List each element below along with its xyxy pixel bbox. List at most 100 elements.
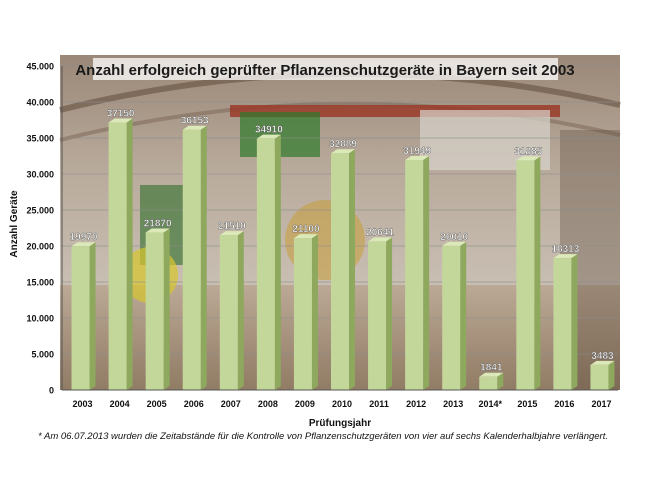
bar-2016 — [553, 254, 578, 390]
bar-2005 — [145, 228, 170, 390]
bar-top — [145, 228, 170, 233]
x-tick-label: 2006 — [184, 399, 204, 409]
y-tick-label: 10.000 — [26, 314, 54, 324]
bar-front — [405, 159, 424, 390]
bar-front — [256, 138, 275, 390]
value-label: 19970 — [70, 232, 98, 243]
bar-2004 — [108, 118, 133, 391]
value-label: 1841 — [480, 363, 503, 374]
bar-front — [71, 246, 90, 390]
footnote: * Am 06.07.2013 wurden die Zeitabstände … — [38, 431, 608, 442]
bar-top — [405, 155, 430, 160]
bar-side — [89, 242, 96, 390]
bar-front — [145, 232, 164, 390]
y-tick-label: 15.000 — [26, 278, 54, 288]
bar-front — [553, 258, 572, 390]
bar-side — [200, 125, 207, 391]
bar-front — [368, 241, 387, 390]
bar-2008 — [256, 134, 281, 390]
value-label: 34910 — [255, 125, 283, 136]
y-tick-label: 45.000 — [26, 62, 54, 72]
bar-2013 — [442, 241, 467, 390]
bar-front — [516, 160, 535, 390]
bar-side — [274, 134, 281, 390]
bar-side — [608, 360, 615, 390]
bar-2006 — [182, 125, 207, 391]
bar-2014* — [479, 372, 504, 390]
value-label: 21100 — [292, 224, 320, 235]
value-label: 32889 — [329, 139, 357, 150]
bar-2011 — [368, 237, 393, 390]
value-label: 21510 — [218, 221, 246, 232]
x-tick-label: 2009 — [295, 399, 315, 409]
y-tick-label: 0 — [49, 386, 54, 396]
value-label: 20010 — [440, 232, 468, 243]
bar-top — [442, 241, 467, 246]
bar-side — [497, 372, 504, 390]
bar-2015 — [516, 156, 541, 390]
chart-title: Anzahl erfolgreich geprüfter Pflanzensch… — [75, 62, 574, 79]
value-label: 21870 — [144, 219, 172, 230]
x-tick-label: 2003 — [73, 399, 93, 409]
bar-top — [108, 118, 133, 123]
bar-side — [311, 234, 318, 390]
bar-front — [219, 235, 238, 390]
bar-side — [423, 155, 430, 390]
value-label: 31949 — [403, 146, 431, 157]
x-tick-label: 2016 — [554, 399, 574, 409]
bar-side — [163, 228, 170, 390]
bar-top — [182, 125, 207, 130]
y-axis-label: Anzahl Geräte — [9, 190, 20, 258]
bar-2012 — [405, 155, 430, 390]
x-tick-label: 2012 — [406, 399, 426, 409]
y-tick-label: 25.000 — [26, 206, 54, 216]
bar-top — [219, 231, 244, 236]
y-tick-label: 40.000 — [26, 98, 54, 108]
bar-side — [571, 254, 578, 390]
bar-front — [331, 153, 349, 390]
y-tick-label: 20.000 — [26, 242, 54, 252]
value-labels: 19970 37150 21870 36153 21510 34910 21100 32889… — [69, 108, 614, 374]
bar-2010 — [331, 149, 355, 390]
bar-2009 — [293, 234, 318, 390]
bar-top — [479, 372, 504, 377]
bar-2003 — [71, 242, 96, 390]
bar-side — [126, 118, 133, 391]
value-label: 20641 — [366, 227, 394, 238]
bar-2007 — [219, 231, 244, 390]
bar-top — [516, 156, 541, 161]
bar-top — [71, 242, 96, 247]
title-box — [93, 58, 558, 80]
bar-top — [293, 234, 318, 239]
x-tick-label: 2004 — [110, 399, 130, 409]
bar-side — [534, 156, 541, 390]
x-axis: 2003 2004 2005 2006 2007 2008 2009 2010 2011 2012… — [62, 389, 618, 409]
x-tick-label: 2011 — [369, 399, 389, 409]
bars — [71, 118, 615, 391]
x-tick-label: 2015 — [517, 399, 537, 409]
value-label: 36153 — [181, 116, 209, 127]
x-tick-label: 2005 — [147, 399, 167, 409]
bar-2017 — [590, 360, 615, 390]
x-tick-label: 2013 — [443, 399, 463, 409]
bar-front — [479, 376, 498, 390]
x-tick-label: 2017 — [591, 399, 611, 409]
x-tick-label: 2008 — [258, 399, 278, 409]
bar-top — [368, 237, 393, 242]
x-axis-label: Prüfungsjahr — [309, 418, 371, 429]
value-label: 31885 — [514, 146, 542, 157]
bar-front — [590, 364, 609, 390]
bar-top — [331, 149, 355, 154]
bar-front — [442, 245, 461, 390]
bar-front — [293, 238, 312, 390]
x-tick-label: 2010 — [332, 399, 352, 409]
value-label: 3483 — [591, 351, 614, 362]
value-label: 37150 — [107, 109, 135, 120]
value-label: 18313 — [551, 244, 579, 255]
y-axis: 0 5.000 10.000 15.000 20.000 25.000 30.000 35.0… — [26, 62, 63, 396]
y-tick-label: 5.000 — [31, 350, 54, 360]
x-tick-label: 2014* — [479, 399, 503, 409]
bar-top — [256, 134, 281, 139]
bar-top — [590, 360, 615, 365]
